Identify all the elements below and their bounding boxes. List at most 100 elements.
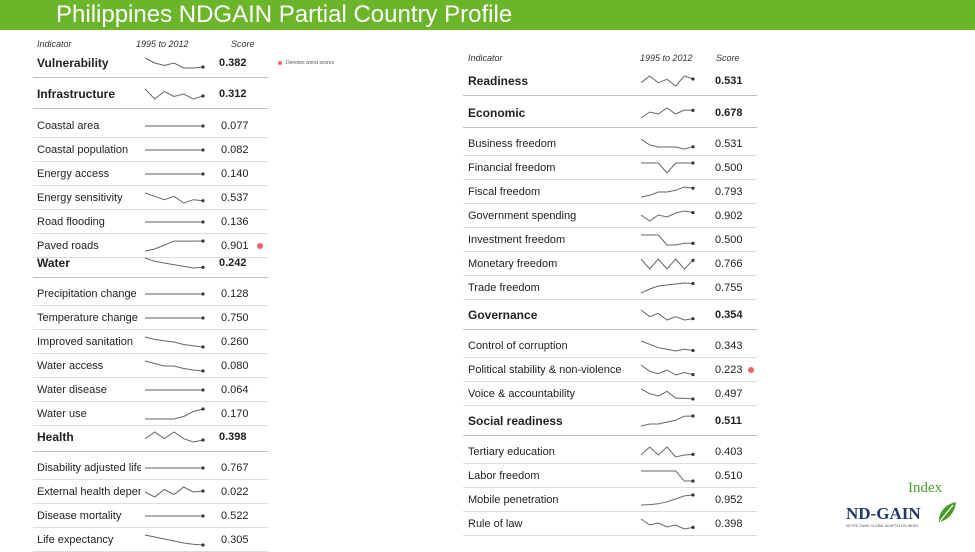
trend-sparkline: [640, 388, 695, 401]
trend-line: [640, 446, 694, 458]
trend-sparkline: [640, 446, 695, 458]
trend-sparkline: [640, 75, 695, 87]
indicator-label: Rule of law: [468, 518, 523, 530]
trend-latest-point: [201, 265, 205, 269]
trend-sparkline: [145, 148, 205, 152]
trend-latest-point: [201, 199, 205, 203]
trend-sparkline: [640, 107, 695, 119]
trend-sparkline: [144, 257, 205, 269]
indicator-score: 0.312: [219, 88, 247, 100]
indicator-label: Coastal population: [37, 144, 129, 156]
indicator-score: 0.531: [715, 138, 743, 150]
indicator-label: Business freedom: [468, 138, 557, 150]
indicator-label: Precipitation change: [37, 288, 137, 300]
indicator-label: Paved roads: [37, 240, 99, 252]
trend-latest-point: [201, 466, 205, 470]
row-divider: [463, 511, 757, 512]
trend-line: [640, 138, 694, 150]
worst-score-dot-icon: [748, 367, 754, 373]
trend-line: [640, 210, 694, 222]
row-divider: [33, 401, 268, 402]
trend-line: [144, 192, 204, 204]
trend-line: [144, 257, 204, 269]
trend-line: [640, 494, 694, 506]
indicator-score: 0.767: [221, 462, 249, 474]
trend-line: [144, 360, 204, 372]
indicator-label: Social readiness: [468, 414, 563, 428]
row-divider: [463, 535, 757, 536]
row-divider: [33, 137, 268, 138]
trend-latest-point: [691, 186, 695, 190]
row-divider: [33, 479, 268, 480]
indicator-label: Road flooding: [37, 216, 105, 228]
trend-sparkline: [640, 186, 695, 198]
trend-sparkline: [145, 292, 205, 296]
indicator-label: Investment freedom: [468, 234, 566, 246]
row-divider: [463, 357, 757, 358]
indicator-label: Energy access: [37, 168, 110, 180]
trend-line: [640, 107, 694, 119]
indicator-score: 0.242: [219, 257, 247, 269]
trend-latest-point: [691, 77, 695, 81]
indicator-score: 0.343: [715, 340, 743, 352]
indicator-label: Government spending: [468, 210, 577, 222]
legend-text: Denotes worst scores: [286, 60, 335, 66]
trend-line: [144, 336, 204, 348]
trend-latest-point: [691, 211, 695, 215]
trend-sparkline: [640, 493, 695, 506]
trend-latest-point: [201, 316, 205, 320]
trend-latest-point: [201, 543, 205, 547]
indicator-label: Tertiary education: [468, 446, 555, 458]
worst-score-dot-icon: [278, 60, 282, 65]
trend-latest-point: [691, 373, 695, 377]
trend-latest-point: [691, 258, 695, 262]
row-divider: [33, 277, 268, 278]
trend-line: [144, 57, 204, 69]
row-divider: [33, 233, 268, 234]
indicator-score: 0.750: [221, 312, 249, 324]
indicator-label: Mobile penetration: [468, 494, 559, 506]
row-divider: [33, 108, 268, 109]
trend-latest-point: [201, 292, 205, 296]
trend-latest-point: [201, 239, 205, 243]
trend-sparkline: [640, 518, 695, 530]
worst-score-dot-icon: [257, 243, 263, 249]
trend-line: [640, 186, 694, 198]
trend-latest-point: [691, 317, 695, 321]
trend-line: [641, 470, 693, 482]
indicator-label: Water disease: [37, 384, 107, 396]
row-divider: [463, 405, 757, 406]
trend-latest-point: [691, 241, 695, 245]
indicator-score: 0.398: [219, 431, 247, 443]
row-divider: [33, 161, 268, 162]
trend-latest-point: [201, 148, 205, 152]
row-divider: [33, 185, 268, 186]
trend-latest-point: [201, 220, 205, 224]
trend-latest-point: [201, 124, 205, 128]
trend-sparkline: [641, 470, 695, 483]
score-header: Score: [716, 53, 740, 63]
row-divider: [463, 329, 757, 330]
trend-sparkline: [640, 258, 695, 270]
indicator-score: 0.766: [715, 258, 743, 270]
trend-sparkline: [145, 316, 205, 320]
trend-latest-point: [691, 452, 695, 456]
trend-sparkline: [145, 124, 205, 128]
indicator-score: 0.511: [715, 415, 742, 427]
indicator-label: Coastal area: [37, 120, 100, 132]
title-bar: Philippines NDGAIN Partial Country Profi…: [0, 0, 975, 30]
trend-sparkline: [145, 388, 205, 392]
trend-line: [640, 340, 694, 352]
indicator-label: Trade freedom: [468, 282, 540, 294]
trend-latest-point: [691, 348, 695, 353]
indicator-label: Control of corruption: [468, 340, 568, 352]
row-divider: [33, 353, 268, 354]
indicator-score: 0.082: [221, 144, 249, 156]
trend-line: [640, 309, 694, 321]
indicator-label: Readiness: [468, 74, 529, 88]
trend-line: [641, 234, 693, 246]
row-divider: [463, 487, 757, 488]
row-divider: [463, 127, 757, 128]
indicator-label: Health: [37, 430, 74, 444]
row-divider: [33, 305, 268, 306]
